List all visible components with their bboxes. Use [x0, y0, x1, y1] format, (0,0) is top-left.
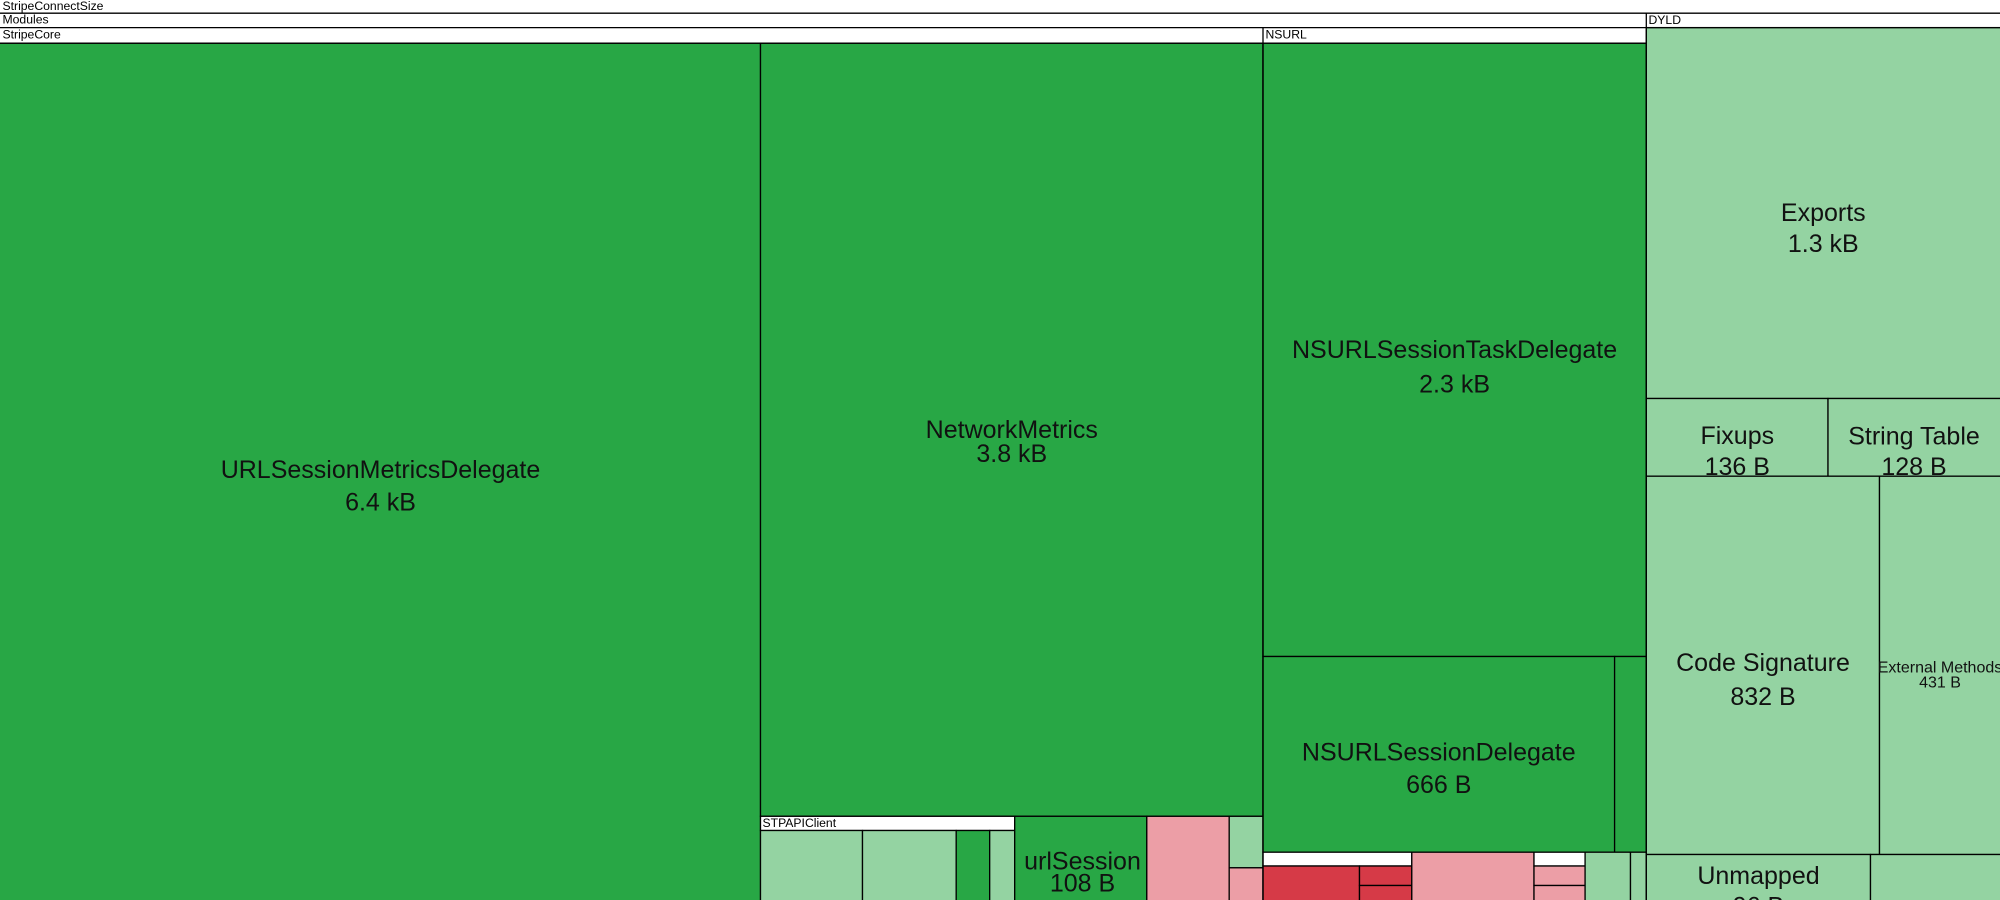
svg-text:STPAPIClient: STPAPIClient [763, 816, 837, 830]
svg-text:DYLD: DYLD [1649, 13, 1682, 27]
svg-text:NSURLSessionTaskDelegate: NSURLSessionTaskDelegate [1292, 336, 1617, 364]
svg-text:Fixups: Fixups [1700, 422, 1774, 450]
svg-text:Unmapped: Unmapped [1697, 862, 1819, 890]
svg-text:136 B: 136 B [1705, 453, 1770, 481]
svg-text:External Methods: External Methods [1878, 660, 2000, 677]
svg-text:StripeCore: StripeCore [3, 27, 61, 41]
svg-text:URLSessionMetricsDelegate: URLSessionMetricsDelegate [221, 456, 541, 484]
svg-text:666 B: 666 B [1406, 771, 1471, 799]
svg-text:108 B: 108 B [1050, 869, 1115, 897]
svg-text:Modules: Modules [3, 13, 49, 27]
svg-text:String Table: String Table [1848, 422, 1980, 450]
svg-text:431 B: 431 B [1919, 674, 1961, 691]
svg-text:NSURLSessionDelegate: NSURLSessionDelegate [1302, 739, 1576, 767]
svg-text:NSURL: NSURL [1266, 27, 1308, 41]
svg-text:urlSession: urlSession [1024, 848, 1141, 876]
svg-text:Exports: Exports [1781, 199, 1866, 227]
svg-text:128 B: 128 B [1881, 453, 1946, 481]
svg-text:1.3 kB: 1.3 kB [1788, 230, 1859, 258]
svg-text:6.4 kB: 6.4 kB [345, 488, 416, 516]
svg-text:832 B: 832 B [1730, 683, 1795, 711]
svg-text:3.8 kB: 3.8 kB [976, 440, 1047, 468]
svg-text:96 B: 96 B [1733, 893, 1784, 900]
svg-text:StripeConnectSize: StripeConnectSize [3, 0, 104, 13]
svg-text:NetworkMetrics: NetworkMetrics [926, 416, 1098, 444]
svg-text:Code Signature: Code Signature [1676, 649, 1850, 677]
svg-text:2.3 kB: 2.3 kB [1419, 371, 1490, 399]
